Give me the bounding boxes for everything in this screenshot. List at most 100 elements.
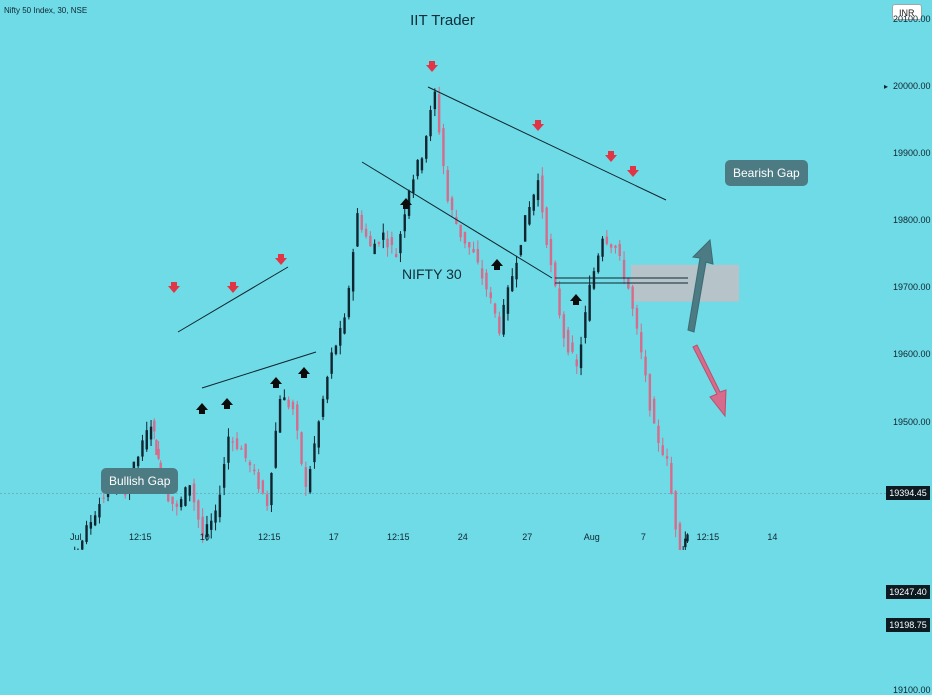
candle: [141, 440, 143, 456]
candle: [679, 523, 681, 550]
candle: [335, 346, 337, 354]
candle: [567, 330, 569, 353]
candle: [653, 399, 655, 424]
candle: [623, 260, 625, 279]
candle: [563, 314, 565, 338]
candle: [313, 443, 315, 462]
trendline: [362, 162, 552, 278]
candle: [472, 249, 474, 252]
signal-arrows-layer: [168, 61, 726, 416]
candle: [189, 485, 191, 495]
candle: [279, 399, 281, 433]
candle: [391, 237, 393, 245]
candle: [459, 225, 461, 238]
candle: [103, 498, 105, 499]
y-tick-label: 19100.00: [893, 685, 931, 695]
x-tick-label: 10: [200, 532, 210, 542]
candle: [219, 495, 221, 517]
candle: [416, 160, 418, 176]
candle: [197, 500, 199, 519]
support-arrow-icon: [196, 403, 208, 414]
candle: [404, 214, 406, 231]
candle: [296, 404, 298, 430]
candle: [227, 437, 229, 463]
candle: [502, 305, 504, 335]
candle: [305, 467, 307, 487]
candle: [490, 292, 492, 298]
candle: [494, 304, 496, 314]
candle: [94, 515, 96, 525]
candle: [515, 263, 517, 279]
candle: [283, 397, 285, 400]
candle: [249, 462, 251, 465]
bearish-gap-callout: Bearish Gap: [725, 160, 808, 186]
scale-marker-icon: ▸: [884, 82, 888, 91]
candle: [275, 431, 277, 468]
y-tick-label: 19500.00: [893, 417, 931, 427]
candle: [601, 239, 603, 257]
candle: [520, 245, 522, 255]
candle: [176, 504, 178, 507]
y-tick-label: 19800.00: [893, 215, 931, 225]
candle: [640, 332, 642, 352]
candle: [537, 180, 539, 200]
candle: [262, 480, 264, 493]
candle: [524, 215, 526, 241]
candle: [662, 445, 664, 455]
x-tick-label: 12:15: [129, 532, 152, 542]
candle: [425, 136, 427, 159]
x-tick-label: 14: [767, 532, 777, 542]
candle: [369, 236, 371, 246]
candle: [348, 288, 350, 317]
x-tick-label: 12:15: [258, 532, 281, 542]
candle: [593, 271, 595, 289]
candle: [421, 158, 423, 170]
candle: [90, 522, 92, 529]
candle: [686, 534, 688, 541]
candle: [399, 234, 401, 253]
x-tick-label: 7: [641, 532, 646, 542]
x-tick-label: Jul: [70, 532, 82, 542]
candle: [382, 233, 384, 240]
candle: [292, 402, 294, 409]
resistance-arrow-icon: [605, 151, 617, 162]
candle: [477, 249, 479, 262]
candle: [257, 472, 259, 489]
candle: [223, 464, 225, 488]
resistance-arrow-icon: [227, 282, 239, 293]
candle: [343, 317, 345, 333]
candle: [232, 441, 234, 442]
candle: [649, 374, 651, 410]
candle: [610, 244, 612, 247]
candle: [214, 511, 216, 523]
trendline: [178, 267, 288, 332]
candle: [180, 499, 182, 507]
candle: [412, 179, 414, 193]
resistance-arrow-icon: [532, 120, 544, 131]
candle: [236, 438, 238, 449]
candle: [442, 128, 444, 166]
candle: [322, 399, 324, 417]
x-tick-label: 12:15: [697, 532, 720, 542]
candle: [373, 244, 375, 254]
candle: [657, 426, 659, 443]
candle: [326, 377, 328, 399]
candle: [300, 432, 302, 464]
candle: [558, 288, 560, 315]
x-tick-label: 24: [458, 532, 468, 542]
y-tick-label: 19900.00: [893, 148, 931, 158]
candle: [684, 539, 686, 547]
support-arrow-icon: [570, 294, 582, 305]
support-arrow-icon: [270, 377, 282, 388]
candle: [464, 232, 466, 244]
candle: [507, 287, 509, 313]
x-tick-label: Aug: [584, 532, 600, 542]
candle: [606, 237, 608, 244]
y-tick-label: 19700.00: [893, 282, 931, 292]
candle: [619, 244, 621, 256]
price-tag: 19247.40: [886, 585, 930, 599]
candle: [395, 254, 397, 257]
candle: [240, 448, 242, 449]
candle: [511, 276, 513, 291]
candle: [184, 487, 186, 506]
